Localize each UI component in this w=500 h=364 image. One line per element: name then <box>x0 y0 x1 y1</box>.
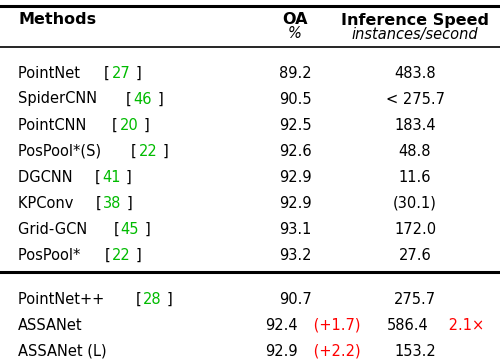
Text: ]: ] <box>163 143 168 158</box>
Text: 92.9: 92.9 <box>278 195 312 210</box>
Text: 27.6: 27.6 <box>398 248 432 262</box>
Text: DGCNN: DGCNN <box>18 170 77 185</box>
Text: (+1.7): (+1.7) <box>309 317 360 332</box>
Text: 172.0: 172.0 <box>394 222 436 237</box>
Text: (30.1): (30.1) <box>393 195 437 210</box>
Text: 45: 45 <box>120 222 139 237</box>
Text: 586.4: 586.4 <box>387 317 429 332</box>
Text: [: [ <box>112 118 118 132</box>
Text: 41: 41 <box>102 170 120 185</box>
Text: Inference Speed: Inference Speed <box>341 12 489 28</box>
Text: PosPool*(S): PosPool*(S) <box>18 143 106 158</box>
Text: PointNet: PointNet <box>18 66 84 80</box>
Text: 93.2: 93.2 <box>279 248 311 262</box>
Text: 183.4: 183.4 <box>394 118 436 132</box>
Text: 22: 22 <box>112 248 130 262</box>
Text: Methods: Methods <box>18 12 96 28</box>
Text: 38: 38 <box>103 195 121 210</box>
Text: PointCNN: PointCNN <box>18 118 91 132</box>
Text: Grid-GCN: Grid-GCN <box>18 222 92 237</box>
Text: ]: ] <box>136 66 141 80</box>
Text: ASSANet (L): ASSANet (L) <box>18 344 106 359</box>
Text: OA: OA <box>282 12 308 28</box>
Text: 89.2: 89.2 <box>278 66 312 80</box>
Text: ]: ] <box>144 222 150 237</box>
Text: ]: ] <box>136 248 142 262</box>
Text: 11.6: 11.6 <box>399 170 431 185</box>
Text: ]: ] <box>166 292 172 306</box>
Text: < 275.7: < 275.7 <box>386 91 444 107</box>
Text: PointNet++: PointNet++ <box>18 292 109 306</box>
Text: 92.9: 92.9 <box>265 344 298 359</box>
Text: 28: 28 <box>142 292 162 306</box>
Text: [: [ <box>136 292 141 306</box>
Text: KPConv: KPConv <box>18 195 78 210</box>
Text: ]: ] <box>126 195 132 210</box>
Text: 483.8: 483.8 <box>394 66 436 80</box>
Text: [: [ <box>104 66 110 80</box>
Text: 48.8: 48.8 <box>399 143 431 158</box>
Text: 92.5: 92.5 <box>278 118 312 132</box>
Text: (+2.2): (+2.2) <box>309 344 360 359</box>
Text: 92.9: 92.9 <box>278 170 312 185</box>
Text: ASSANet: ASSANet <box>18 317 82 332</box>
Text: instances/second: instances/second <box>352 27 478 41</box>
Text: 93.1: 93.1 <box>279 222 311 237</box>
Text: 153.2: 153.2 <box>394 344 436 359</box>
Text: 90.7: 90.7 <box>278 292 312 306</box>
Text: 2.1×: 2.1× <box>444 317 484 332</box>
Text: ]: ] <box>144 118 150 132</box>
Text: %: % <box>288 27 302 41</box>
Text: SpiderCNN: SpiderCNN <box>18 91 102 107</box>
Text: 22: 22 <box>138 143 158 158</box>
Text: 27: 27 <box>112 66 130 80</box>
Text: 90.5: 90.5 <box>278 91 312 107</box>
Text: 275.7: 275.7 <box>394 292 436 306</box>
Text: [: [ <box>94 170 100 185</box>
Text: [: [ <box>126 91 132 107</box>
Text: [: [ <box>104 248 110 262</box>
Text: ]: ] <box>158 91 163 107</box>
Text: 92.6: 92.6 <box>278 143 312 158</box>
Text: [: [ <box>131 143 137 158</box>
Text: 46: 46 <box>134 91 152 107</box>
Text: ]: ] <box>126 170 132 185</box>
Text: 92.4: 92.4 <box>265 317 298 332</box>
Text: 20: 20 <box>120 118 139 132</box>
Text: [: [ <box>114 222 119 237</box>
Text: [: [ <box>96 195 101 210</box>
Text: PosPool*: PosPool* <box>18 248 85 262</box>
